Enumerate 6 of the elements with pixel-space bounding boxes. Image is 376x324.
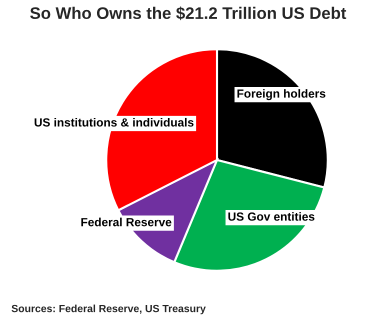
chart-title: So Who Owns the $21.2 Trillion US Debt [30,6,346,20]
slice-label: US Gov entities [228,212,314,221]
slice-label: Foreign holders [237,89,326,100]
slice-label: Federal Reserve [81,218,172,226]
slice-label: US institutions & individuals [34,118,194,127]
source-note: Sources: Federal Reserve, US Treasury [12,304,206,314]
